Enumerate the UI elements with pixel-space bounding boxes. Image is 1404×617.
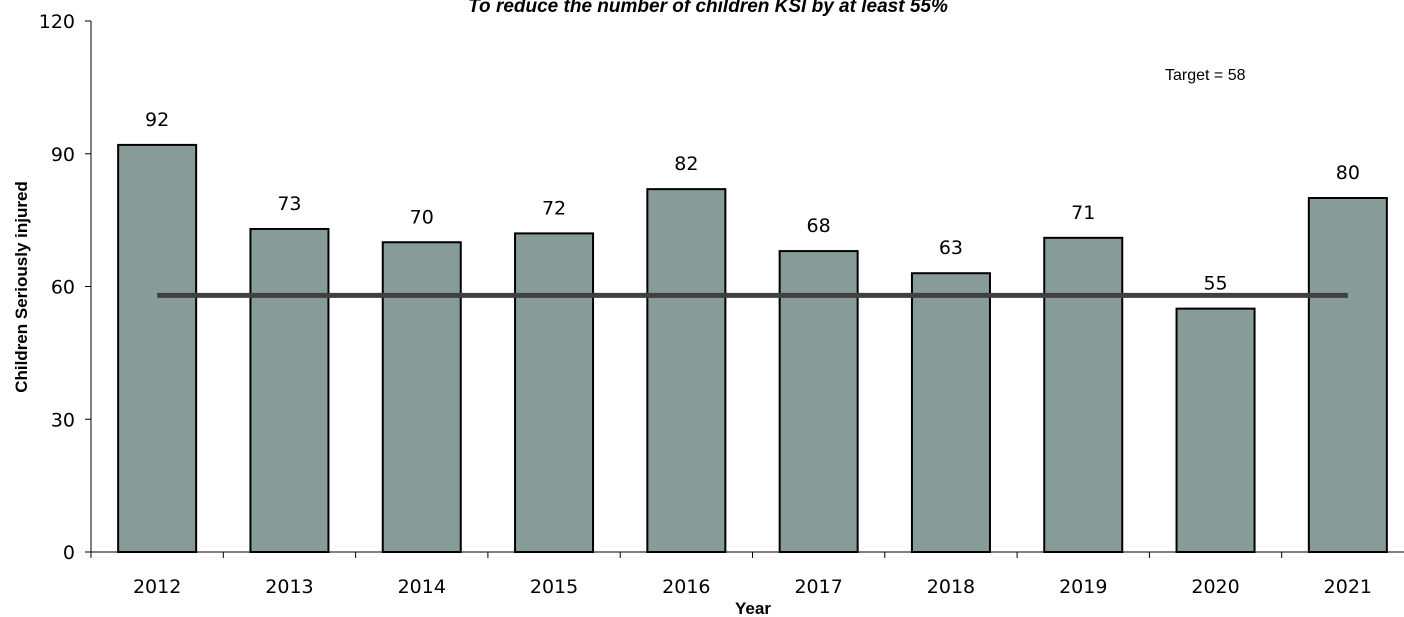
x-tick-label: 2015 [530,576,578,598]
data-label: 73 [277,193,301,215]
x-tick-label: 2020 [1191,576,1239,598]
data-label: 63 [939,237,963,259]
bar [514,232,595,553]
bar [381,241,462,553]
x-tick-label: 2014 [398,576,446,598]
y-tick-label: 0 [63,542,75,564]
y-tick-label: 90 [51,144,75,166]
data-label: 55 [1203,273,1227,295]
x-tick-label: 2021 [1324,576,1372,598]
bar [1175,307,1256,553]
bar [646,188,727,553]
x-tick-label: 2012 [133,576,181,598]
x-axis-title: Year [735,599,771,617]
bar [117,143,198,553]
y-axis-title: Children Seriously injured [12,181,31,393]
bar [1307,197,1388,553]
x-tick-label: 2019 [1059,576,1107,598]
data-label: 71 [1071,202,1095,224]
data-label: 68 [807,215,831,237]
data-label: 70 [410,206,434,228]
x-tick-label: 2013 [265,576,313,598]
y-tick-label: 60 [51,277,75,299]
data-label: 72 [542,197,566,219]
data-label: 82 [674,153,698,175]
data-label: 92 [145,109,169,131]
plot-area: 0 30 60 90 120 92 2012 73 2013 70 2014 72 2015 82 2016… [39,11,1404,598]
target-annotation: Target = 58 [1165,67,1246,84]
data-label: 80 [1336,162,1360,184]
x-tick-label: 2018 [927,576,975,598]
y-tick-label: 120 [39,11,75,33]
chart-title: To reduce the number of children KSI by … [468,0,948,17]
x-tick-label: 2016 [662,576,710,598]
bar [1043,236,1124,553]
bar [249,227,330,553]
bar [778,250,859,553]
bar [910,272,991,553]
x-tick-label: 2017 [794,576,842,598]
y-tick-label: 30 [51,409,75,431]
